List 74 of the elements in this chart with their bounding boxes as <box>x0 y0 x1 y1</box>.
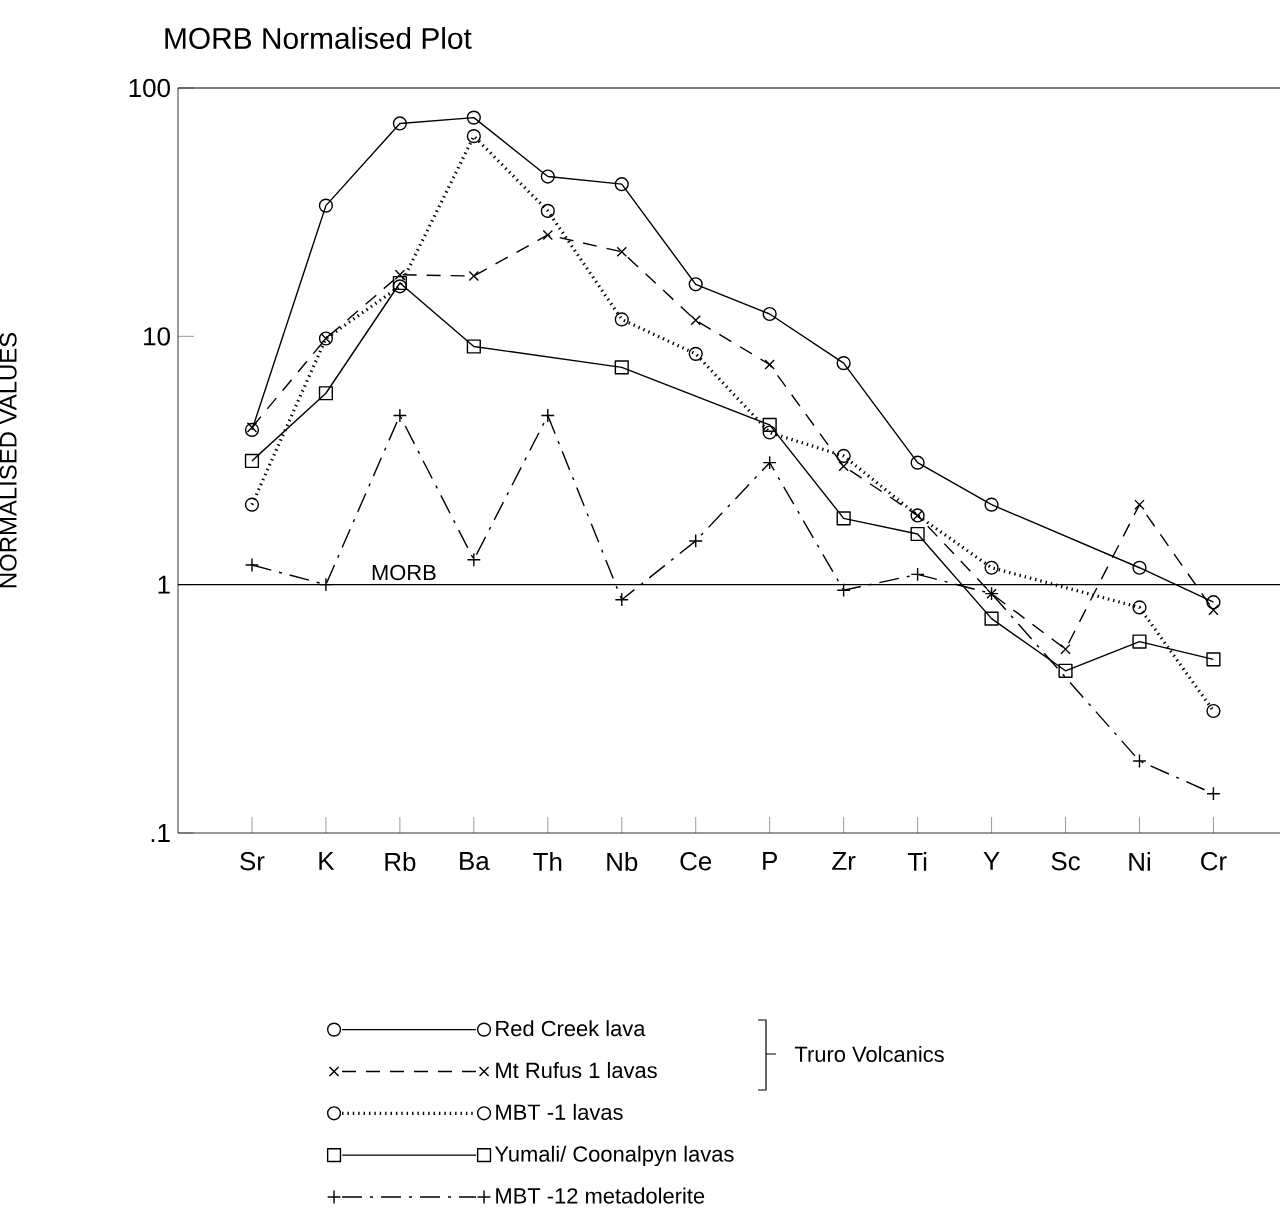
point <box>910 455 925 470</box>
point <box>540 169 555 184</box>
point <box>1132 600 1147 615</box>
point <box>836 448 851 464</box>
point <box>246 422 258 433</box>
point <box>984 560 999 575</box>
point <box>392 116 407 131</box>
point <box>466 129 481 144</box>
y-tick-label: 1 <box>158 575 170 594</box>
text: Truro Volcanics <box>794 1045 944 1063</box>
point <box>614 360 629 375</box>
point <box>318 386 334 401</box>
legend-label: Mt Rufus 1 lavas <box>496 1062 657 1079</box>
point <box>244 497 260 512</box>
point <box>1134 499 1145 510</box>
point <box>244 453 260 469</box>
point <box>690 315 701 326</box>
legend-label: Yumali/ Coonalpyn lavas <box>494 1145 734 1167</box>
point <box>614 177 629 192</box>
point <box>468 270 480 282</box>
point <box>466 339 481 354</box>
point <box>542 229 554 241</box>
point <box>764 359 775 370</box>
point <box>614 312 629 327</box>
x-tick-label: K <box>319 852 335 870</box>
point <box>838 460 849 472</box>
x-tick-label: Ti <box>907 852 927 871</box>
point <box>1208 604 1219 616</box>
x-tick-label: P <box>763 852 777 870</box>
x-tick-label: Nb <box>607 852 638 872</box>
point <box>1206 652 1221 667</box>
y-axis-title: NORMALISED VALUES <box>0 332 17 588</box>
legend-label: Red Creek lava <box>496 1020 646 1037</box>
x-tick-label: Ce <box>680 852 712 871</box>
chart-title: MORB Normalised Plot <box>165 27 472 49</box>
x-tick-label: Rb <box>385 852 416 872</box>
point <box>1206 703 1221 719</box>
point <box>688 277 703 292</box>
point <box>984 611 999 626</box>
x-tick-label: Ba <box>460 852 490 871</box>
x-tick-label: Sr <box>240 852 265 871</box>
x-tick-label: Ni <box>1129 852 1150 871</box>
point <box>762 425 777 440</box>
point <box>1132 560 1147 575</box>
y-tick-label: .1 <box>151 824 170 842</box>
point <box>762 306 777 322</box>
x-tick-label: Zr <box>832 852 856 870</box>
point <box>318 198 334 213</box>
point <box>1132 634 1147 649</box>
point <box>762 417 777 432</box>
point <box>984 497 999 512</box>
point <box>466 110 481 125</box>
point <box>1060 643 1071 655</box>
point <box>616 246 627 258</box>
ref-line-label: MORB <box>372 564 436 581</box>
point <box>688 346 703 361</box>
x-tick-label: Th <box>533 852 562 871</box>
x-tick-label: Cr <box>1201 852 1227 871</box>
point <box>1206 595 1221 610</box>
point <box>1058 663 1073 678</box>
y-tick-label: 100 <box>129 78 170 98</box>
point <box>836 511 851 526</box>
legend-label: MBT -1 lavas <box>496 1103 623 1120</box>
point <box>244 422 260 437</box>
x-tick-label: Sc <box>1051 852 1080 871</box>
legend-label: MBT -12 metadolerite <box>496 1187 705 1204</box>
point <box>392 279 407 294</box>
y-tick-label: 10 <box>144 327 170 346</box>
point <box>910 526 925 542</box>
x-tick-label: Y <box>983 852 1000 870</box>
point <box>394 269 406 280</box>
point <box>392 275 407 291</box>
point <box>836 356 851 371</box>
point <box>540 203 555 218</box>
